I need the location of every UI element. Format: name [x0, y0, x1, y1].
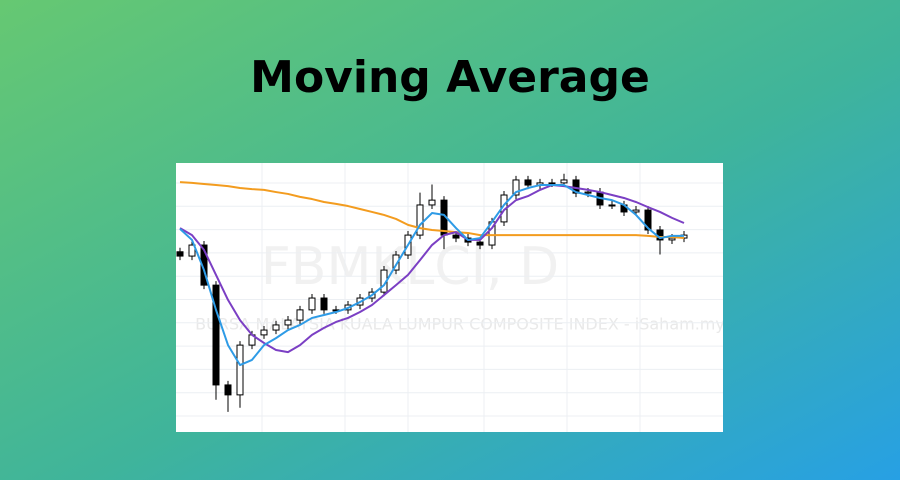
candle-body [476, 241, 484, 246]
candle-body [320, 297, 328, 311]
candle-body [188, 244, 196, 257]
candle-body [584, 191, 592, 194]
moving-average-line [179, 184, 684, 367]
candle-body [632, 209, 640, 213]
candle-body [176, 251, 184, 257]
candle-body [524, 179, 532, 186]
candle-body [644, 209, 652, 231]
chart-panel [176, 163, 723, 432]
title: Moving Average [250, 52, 650, 103]
candle-body [272, 324, 280, 331]
candle-body [512, 179, 520, 196]
candle-body [608, 204, 616, 207]
candle-body [260, 329, 268, 336]
candle-body [392, 254, 400, 271]
moving-average-line [179, 184, 685, 354]
candle-body [416, 204, 424, 236]
candle-body [548, 182, 556, 185]
candle-body [428, 199, 436, 206]
moving-average-line [179, 181, 685, 240]
candle-body [284, 319, 292, 326]
candle-body [668, 237, 676, 241]
candle-body [296, 309, 304, 321]
candle-body [212, 284, 220, 386]
candle-body [452, 234, 460, 239]
candle-body [308, 297, 316, 311]
candle-body [560, 179, 568, 184]
watermark-subtitle: BURSA MALAYSIA KUALA LUMPUR COMPOSITE IN… [195, 315, 725, 334]
candle-body [224, 384, 232, 396]
candle-body [236, 344, 244, 396]
plot: FBMKLCI, D BURSA MALAYSIA KUALA LUMPUR C… [176, 163, 725, 432]
